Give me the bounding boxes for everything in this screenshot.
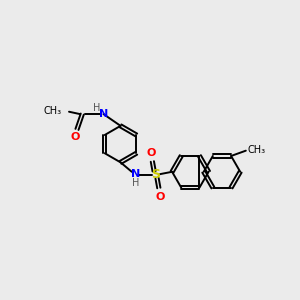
Text: N: N xyxy=(131,169,140,179)
Text: O: O xyxy=(146,148,156,158)
Text: CH₃: CH₃ xyxy=(247,145,266,154)
Text: S: S xyxy=(152,168,160,181)
Text: H: H xyxy=(93,103,101,112)
Text: O: O xyxy=(71,132,80,142)
Text: N: N xyxy=(99,109,108,119)
Text: H: H xyxy=(132,178,139,188)
Text: CH₃: CH₃ xyxy=(44,106,62,116)
Text: O: O xyxy=(156,192,165,202)
